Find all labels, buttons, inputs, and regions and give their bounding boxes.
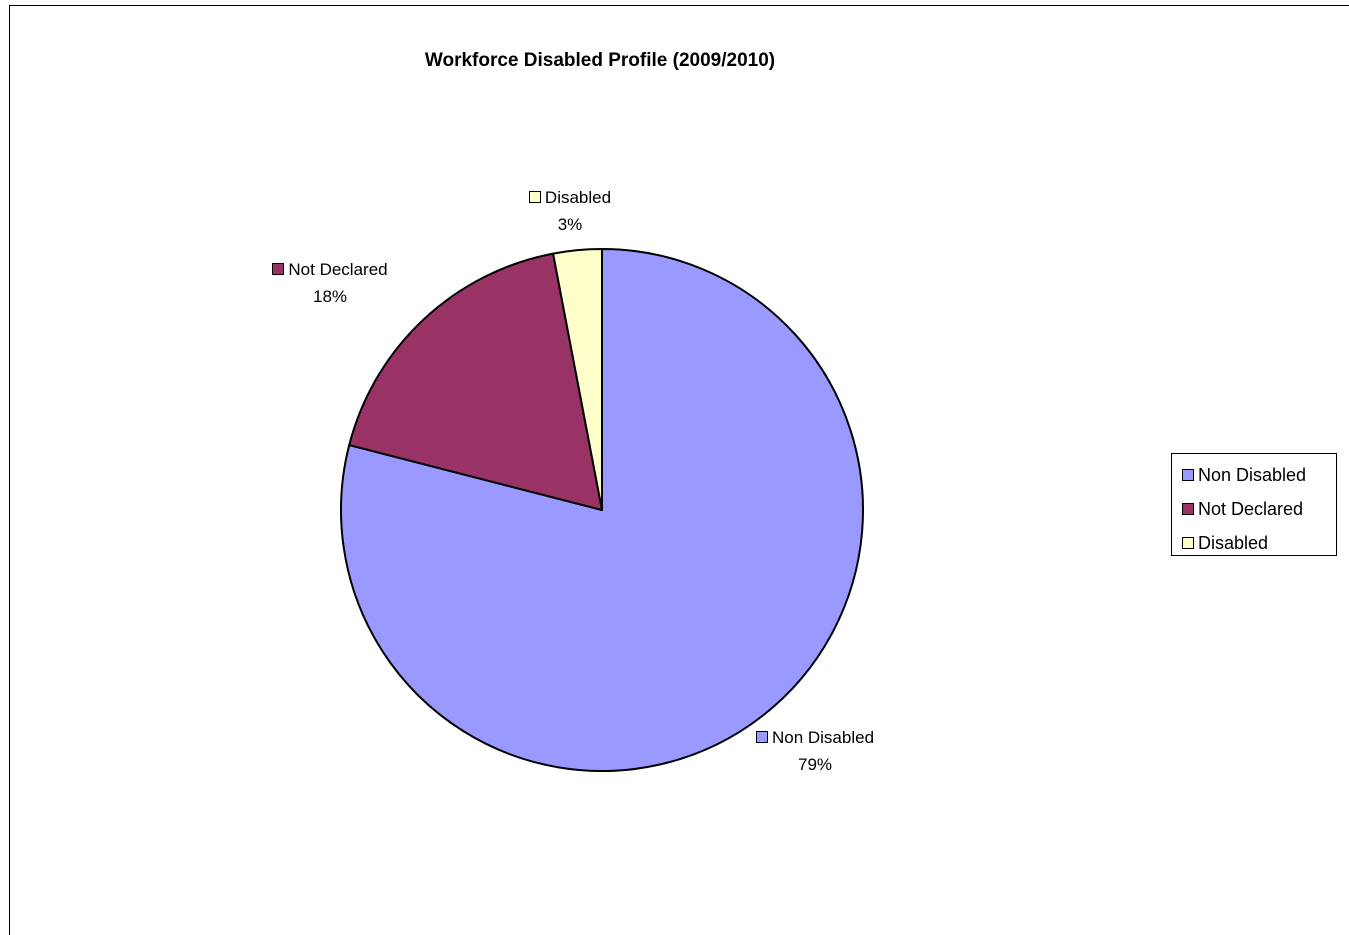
data-label-swatch bbox=[272, 263, 284, 275]
legend-item-non-disabled: Non Disabled bbox=[1182, 458, 1336, 492]
legend-swatch bbox=[1182, 537, 1194, 549]
data-label-swatch bbox=[756, 731, 768, 743]
legend-label: Disabled bbox=[1198, 533, 1268, 553]
legend-label: Not Declared bbox=[1198, 499, 1303, 519]
legend-swatch bbox=[1182, 469, 1194, 481]
legend-item-not-declared: Not Declared bbox=[1182, 492, 1336, 526]
pie-chart bbox=[10, 6, 1349, 931]
legend-swatch bbox=[1182, 503, 1194, 515]
data-label-value: 18% bbox=[230, 283, 430, 310]
chart-area: Workforce Disabled Profile (2009/2010) N… bbox=[9, 5, 1349, 935]
legend-label: Non Disabled bbox=[1198, 465, 1306, 485]
data-label-disabled: Disabled 3% bbox=[480, 184, 660, 238]
data-label-category: Non Disabled bbox=[772, 728, 874, 747]
data-label-value: 3% bbox=[480, 211, 660, 238]
data-label-category: Not Declared bbox=[288, 260, 387, 279]
legend-item-disabled: Disabled bbox=[1182, 526, 1336, 560]
data-label-not-declared: Not Declared 18% bbox=[230, 256, 430, 310]
legend: Non Disabled Not Declared Disabled bbox=[1171, 453, 1337, 556]
data-label-value: 79% bbox=[710, 751, 920, 778]
data-label-category: Disabled bbox=[545, 188, 611, 207]
data-label-swatch bbox=[529, 191, 541, 203]
data-label-non-disabled: Non Disabled 79% bbox=[710, 724, 920, 778]
